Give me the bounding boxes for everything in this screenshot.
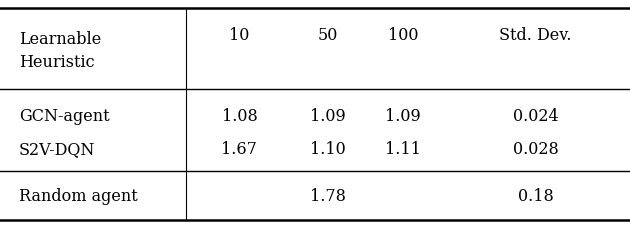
Text: 10: 10 — [229, 26, 249, 43]
Text: 0.028: 0.028 — [513, 140, 558, 157]
Text: 1.11: 1.11 — [386, 140, 421, 157]
Text: Learnable
Heuristic: Learnable Heuristic — [19, 30, 101, 71]
Text: 1.10: 1.10 — [310, 140, 345, 157]
Text: Random agent: Random agent — [19, 187, 137, 204]
Text: 50: 50 — [318, 26, 338, 43]
Text: GCN-agent: GCN-agent — [19, 107, 110, 124]
Text: 1.08: 1.08 — [222, 107, 257, 124]
Text: 1.78: 1.78 — [310, 187, 345, 204]
Text: 0.18: 0.18 — [518, 187, 553, 204]
Text: 1.09: 1.09 — [310, 107, 345, 124]
Text: Std. Dev.: Std. Dev. — [499, 26, 572, 43]
Text: S2V-DQN: S2V-DQN — [19, 140, 95, 157]
Text: 1.09: 1.09 — [386, 107, 421, 124]
Text: 100: 100 — [388, 26, 418, 43]
Text: 1.67: 1.67 — [222, 140, 257, 157]
Text: 0.024: 0.024 — [513, 107, 558, 124]
